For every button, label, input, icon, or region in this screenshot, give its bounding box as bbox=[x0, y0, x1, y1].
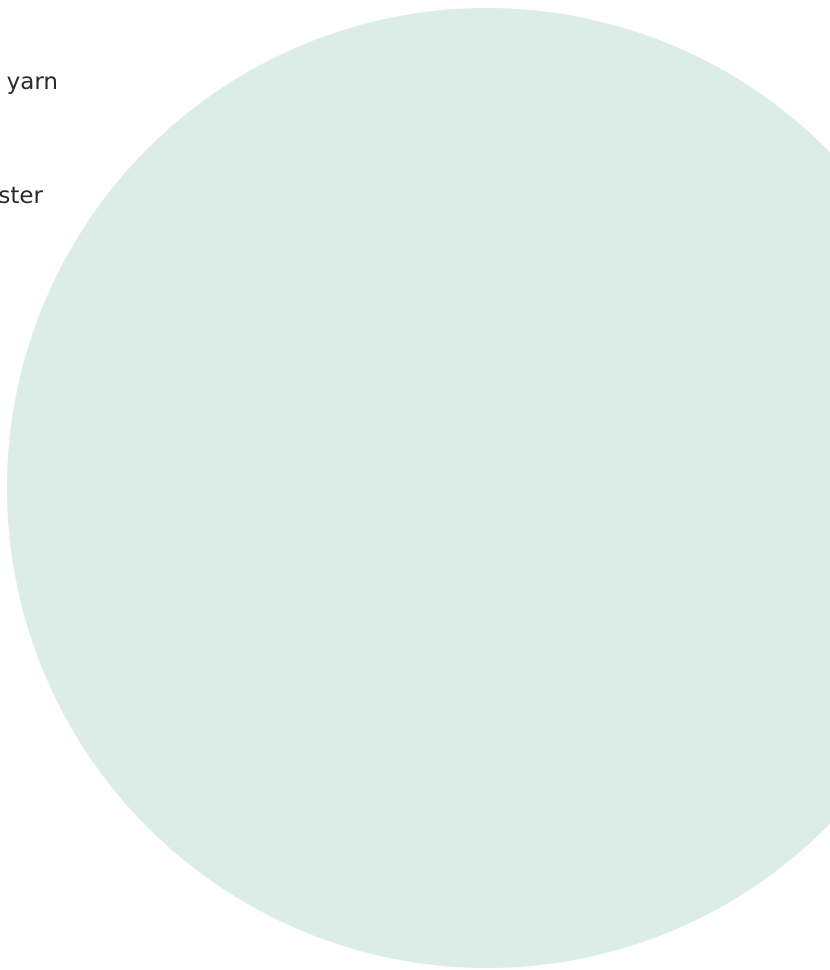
text-fragment-ster: ster bbox=[0, 183, 43, 209]
text-fragment-yarn: yarn bbox=[6, 69, 58, 95]
decorative-circle bbox=[7, 8, 830, 968]
